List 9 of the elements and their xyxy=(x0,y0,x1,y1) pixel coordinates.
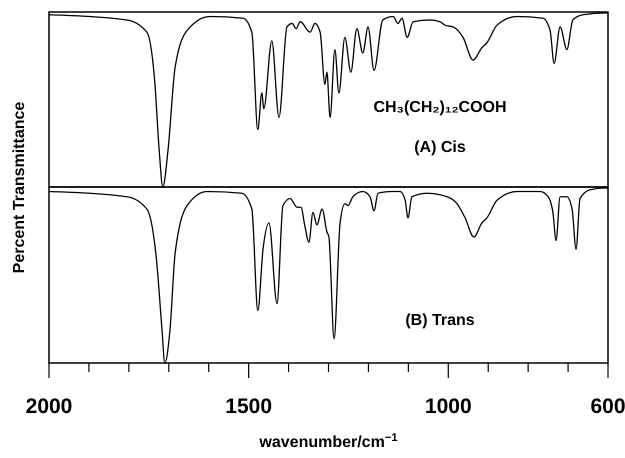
x-axis-title: wavenumber/cm$^{−1}$ xyxy=(258,432,398,451)
annotation: CH₃(CH₂)₁₂COOH xyxy=(373,99,507,116)
annotation: (B) Trans xyxy=(405,312,475,329)
annotation: (A) Cis xyxy=(414,139,466,156)
y-axis-title: Percent Transmittance xyxy=(11,102,28,274)
x-tick-label: 2000 xyxy=(26,395,72,418)
x-tick-label: 600 xyxy=(590,395,625,418)
x-tick-label: 1000 xyxy=(424,395,472,418)
x-tick-label: 1500 xyxy=(225,395,272,418)
